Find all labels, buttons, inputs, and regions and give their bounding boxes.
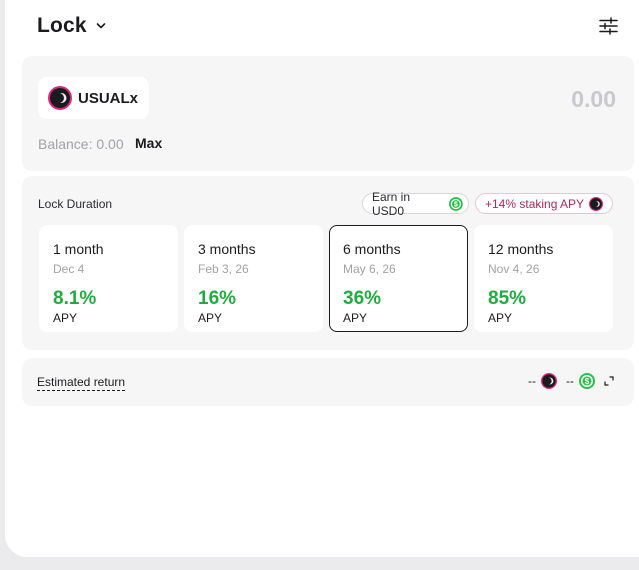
- unlock-date: Nov 4, 26: [488, 262, 540, 276]
- apy-value: 8.1%: [53, 288, 97, 309]
- duration-option-6-months[interactable]: 6 months May 6, 26 36% APY: [329, 225, 468, 332]
- svg-text:$: $: [585, 377, 590, 386]
- token-selector[interactable]: USUALx: [38, 77, 149, 119]
- apy-value: 16%: [198, 288, 237, 309]
- lock-duration-card: Lock Duration Earn in USD0 $ +14% stakin…: [22, 176, 634, 350]
- estimated-return-label[interactable]: Estimated return: [37, 375, 126, 391]
- lock-mode-dropdown[interactable]: Lock: [37, 14, 106, 38]
- estimated-usualx-value: --: [528, 374, 536, 388]
- apy-value: 36%: [343, 288, 382, 309]
- usualx-token-icon: [541, 373, 557, 389]
- unlock-date: Feb 3, 26: [198, 262, 249, 276]
- chevron-down-icon: [96, 23, 106, 29]
- apy-label: APY: [488, 311, 513, 325]
- estimated-return-card: Estimated return -- -- $: [22, 358, 634, 406]
- lock-panel: Lock USUALx 0.00 Balance: 0.00 Max: [5, 0, 639, 557]
- usualx-token-icon: [589, 196, 604, 211]
- usualx-token-icon: [48, 86, 72, 110]
- duration-option-12-months[interactable]: 12 months Nov 4, 26 85% APY: [474, 225, 613, 332]
- expand-icon[interactable]: [604, 376, 614, 386]
- apy-value: 85%: [488, 288, 527, 309]
- unlock-date: May 6, 26: [343, 262, 396, 276]
- max-button[interactable]: Max: [135, 135, 163, 151]
- apy-label: APY: [53, 311, 78, 325]
- amount-input[interactable]: 0.00: [571, 86, 616, 112]
- lock-duration-label: Lock Duration: [38, 197, 113, 211]
- token-input-card: USUALx 0.00 Balance: 0.00 Max: [22, 56, 634, 171]
- estimated-return-values: -- -- $: [528, 373, 614, 389]
- duration-months: 1 month: [53, 241, 104, 257]
- usd0-token-icon: $: [579, 373, 595, 389]
- usd0-token-icon: $: [449, 196, 463, 211]
- apy-label: APY: [343, 311, 368, 325]
- token-symbol: USUALx: [78, 89, 139, 107]
- staking-apy-badge: +14% staking APY: [475, 193, 613, 214]
- staking-apy-label: +14% staking APY: [485, 196, 585, 211]
- svg-text:$: $: [454, 201, 458, 208]
- estimated-usd0-value: --: [566, 374, 574, 388]
- earn-usd0-badge: Earn in USD0 $: [362, 190, 469, 218]
- duration-months: 3 months: [198, 241, 256, 257]
- duration-option-1-month[interactable]: 1 month Dec 4 8.1% APY: [39, 225, 178, 332]
- duration-option-3-months[interactable]: 3 months Feb 3, 26 16% APY: [184, 225, 323, 332]
- duration-months: 6 months: [343, 241, 401, 257]
- earn-usd0-label: Earn in USD0: [372, 189, 411, 218]
- duration-months: 12 months: [488, 241, 554, 257]
- sliders-icon[interactable]: [599, 17, 618, 35]
- apy-label: APY: [198, 311, 223, 325]
- unlock-date: Dec 4: [53, 262, 85, 276]
- page-title: Lock: [37, 14, 87, 37]
- balance-text: Balance: 0.00: [38, 136, 124, 152]
